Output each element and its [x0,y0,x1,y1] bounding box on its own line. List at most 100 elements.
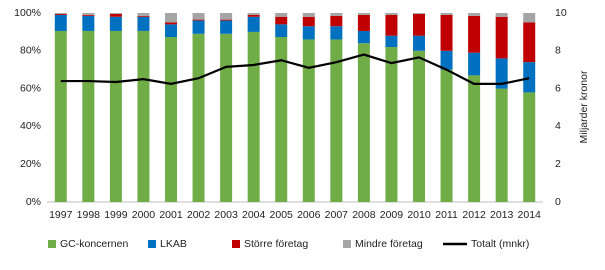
bar-segment [413,35,425,51]
x-tick-label: 2005 [270,209,294,221]
bar-segment [192,13,205,20]
bar-segment [247,16,260,32]
y2-tick-label: 4 [555,120,561,132]
bar-segment [109,13,122,17]
bar-segment [302,13,315,17]
y-tick-label: 20% [20,158,41,170]
bar-segment [468,13,481,16]
legend-swatch [48,240,56,248]
legend-label: LKAB [160,238,187,250]
y-tick-label: 0% [26,196,41,208]
y2-tick-label: 10 [555,7,567,19]
y-tick-label: 40% [20,120,41,132]
bar-segment [137,15,150,17]
bar-segment [330,26,343,40]
legend-label: Mindre företag [355,238,423,250]
bar-segment [357,13,370,15]
legend-label: Större företag [244,238,308,250]
bar-segment [247,31,260,203]
bar-segment [440,14,453,51]
bar-segment [275,24,288,38]
bar-segment [495,58,508,89]
bar-segment [275,13,288,17]
bar-segment [109,13,122,14]
bar-segment [495,88,508,202]
bar-segment [220,13,233,20]
x-tick-label: 2004 [242,209,266,221]
bar-segment [192,33,205,202]
bar-segment [357,14,370,31]
bar-segment [54,30,67,202]
x-tick-label: 2007 [325,209,349,221]
bar-segment [54,13,67,14]
bar-segment [468,75,481,202]
bar-segment [165,24,177,38]
legend-swatch [232,240,240,248]
bar-segment [302,16,315,27]
y2-tick-label: 2 [555,158,561,170]
y-tick-label: 60% [20,82,41,94]
bar-segment [137,16,150,31]
bar-segment [192,20,205,34]
bar-segment [495,16,508,59]
bar-segment [413,13,425,36]
bar-segment [220,19,233,21]
bar-segment [495,13,508,17]
bar-segment [523,13,536,23]
bar-segment [385,13,398,15]
x-tick-label: 2000 [132,209,156,221]
bar-segment [275,37,288,203]
bar-segment [468,15,481,53]
bar-segment [302,39,315,203]
bar-segment [413,50,425,202]
x-tick-label: 1997 [49,209,73,221]
x-tick-label: 2006 [297,209,321,221]
x-tick-label: 2011 [435,209,458,221]
bar-segment [82,13,95,15]
y2-axis-title: Miljarder kronor [578,70,590,143]
bar-segment [385,35,398,48]
bar-segment [357,43,370,202]
legend-label: GC-koncernen [60,238,128,250]
bar-segment [302,26,315,40]
bar-segment [468,52,481,76]
x-tick-label: 2008 [352,209,376,221]
bar-segment [109,16,122,31]
bar-segment [220,33,233,202]
bar-segment [220,20,233,34]
x-tick-label: 2009 [380,209,404,221]
y-tick-label: 80% [20,45,41,57]
y2-tick-label: 0 [555,196,561,208]
legend-swatch [343,240,351,248]
x-tick-label: 1998 [77,209,101,221]
bar-segment [330,15,343,27]
legend-label: Totalt (mnkr) [471,238,529,250]
bar-segment [440,69,453,202]
x-tick-label: 2014 [518,209,542,221]
bar-segment [54,13,67,15]
bar-segment [523,92,536,202]
bar-segment [137,30,150,202]
bar-segment [192,19,205,21]
bar-segment [165,37,177,203]
x-tick-label: 2001 [159,209,183,221]
line-series [60,53,530,85]
x-tick-label: 2010 [407,209,431,221]
bar-segment [165,22,177,25]
x-tick-label: 2002 [187,209,211,221]
bar-segment [82,30,95,202]
legend-swatch [148,240,156,248]
x-tick-label: 2003 [214,209,238,221]
bar-segment [165,13,177,23]
bar-segment [82,14,95,16]
bar-segment [330,13,343,16]
bar-segment [523,62,536,93]
bar-segment [137,13,150,16]
bar-segment [109,30,122,202]
bar-segment [440,13,453,15]
bar-segment [440,50,453,70]
x-tick-label: 2012 [462,209,486,221]
x-tick-label: 1999 [104,209,128,221]
